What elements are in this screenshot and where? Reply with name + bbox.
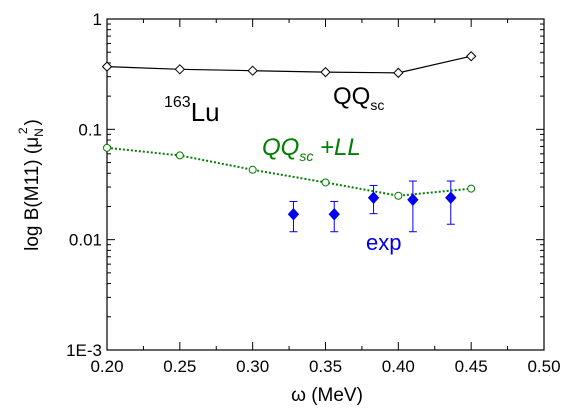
- data-point: [287, 207, 300, 221]
- y-axis-label-sub: N: [32, 128, 46, 137]
- data-point: [394, 191, 403, 200]
- series-label-qqsc: QQsc: [333, 83, 384, 113]
- series-label-qqsc-ll-sub: sc: [299, 148, 313, 164]
- data-point: [248, 165, 257, 174]
- data-point: [393, 67, 404, 79]
- series-label-exp: exp: [366, 230, 401, 255]
- x-tick-label: 0.25: [163, 357, 196, 376]
- y-tick-label: 1: [93, 10, 102, 29]
- y-axis-label: log B(M11) (μN2): [16, 119, 46, 251]
- series-layer: [101, 51, 477, 233]
- x-tick-label: 0.40: [382, 357, 415, 376]
- x-tick-label: 0.30: [236, 357, 269, 376]
- data-point: [103, 143, 111, 152]
- data-point: [367, 191, 380, 204]
- axis-ticks: 0.20 0.25 0.30 0.35 0.40 0.45 0.50 1E-3 0.01 0.1 1: [66, 10, 560, 376]
- nucleus-symbol: Lu: [191, 97, 220, 127]
- x-tick-label: 0.35: [309, 357, 342, 376]
- data-point: [445, 191, 457, 204]
- y-tick-label: 1E-3: [66, 341, 102, 360]
- data-point: [321, 178, 330, 187]
- x-tick-label: 0.50: [527, 357, 560, 376]
- data-point: [407, 193, 419, 206]
- nucleus-mass-number: 163: [164, 94, 191, 111]
- series-line-1: [106, 146, 472, 197]
- data-point: [467, 184, 476, 193]
- data-point: [174, 64, 186, 75]
- series-label-qqsc-sub: sc: [370, 97, 384, 113]
- series-line-0: [106, 55, 472, 74]
- data-point: [101, 61, 113, 72]
- data-point: [247, 65, 258, 76]
- y-axis-label-end: ): [22, 119, 43, 125]
- data-point: [328, 207, 340, 221]
- series-label-qqsc-ll: QQsc +LL: [262, 134, 361, 164]
- y-axis-label-sup: 2: [16, 127, 30, 134]
- x-axis-label: ω (MeV): [291, 385, 363, 406]
- y-tick-label: 0.01: [69, 231, 102, 250]
- x-tick-label: 0.20: [90, 357, 123, 376]
- series-label-qqsc-ll-end: +LL: [313, 134, 360, 161]
- x-tick-label: 0.45: [455, 357, 488, 376]
- nucleus-label: 163Lu: [164, 94, 220, 127]
- y-tick-label: 0.1: [78, 120, 102, 139]
- data-point: [175, 151, 184, 160]
- data-point: [320, 66, 331, 78]
- data-point: [465, 51, 477, 62]
